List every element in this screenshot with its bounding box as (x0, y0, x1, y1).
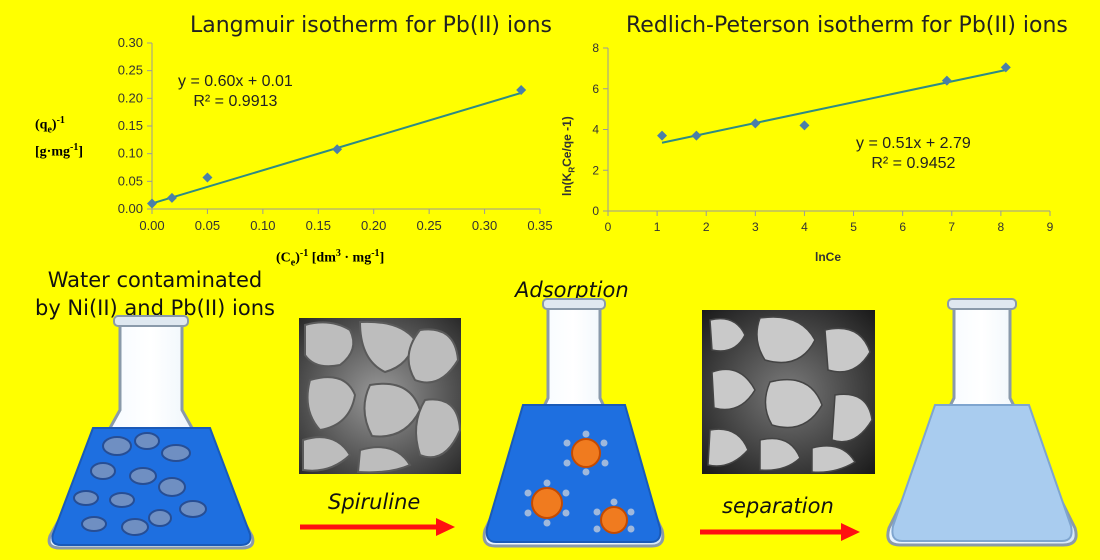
chart1-r2: R² = 0.9913 (193, 93, 278, 110)
chart1-y-tick-label: 0.00 (118, 201, 143, 216)
chart2-xlabel: lnCe (815, 250, 842, 264)
chart1-x-tick-label: 0.25 (416, 218, 441, 233)
chart2-eq-box: y = 0.51x + 2.79 R² = 0.9452 (856, 134, 971, 174)
chart1-data-point (166, 192, 177, 203)
chart2-x-tick-label: 5 (850, 220, 857, 234)
chart2-equation: y = 0.51x + 2.79 (856, 135, 971, 152)
chart1-x-tick-label: 0.05 (195, 218, 220, 233)
chart2-data-point (750, 118, 761, 129)
chart2-y-tick-label: 2 (592, 163, 599, 177)
chart1-title: Langmuir isotherm for Pb(II) ions (190, 13, 552, 38)
chart1-equation: y = 0.60x + 0.01 (178, 73, 293, 90)
chart1-y-tick-label: 0.25 (118, 63, 143, 78)
chart1-data-point (516, 85, 527, 96)
chart1-x-tick-label: 0.35 (527, 218, 552, 233)
chart1-ylabel: (qe)-1 [g·mg-1] (35, 115, 84, 161)
chart1-y-tick-label: 0.20 (118, 90, 143, 105)
chart2-trendline (661, 69, 1007, 144)
chart2-x-tick-label: 7 (948, 220, 955, 234)
chart2-data-point (799, 120, 810, 131)
adsorption-label: Adsorption (515, 278, 629, 302)
chart2-title: Redlich-Peterson isotherm for Pb(II) ion… (626, 13, 1068, 38)
chart1-x-tick-label: 0.15 (306, 218, 331, 233)
chart2-data-point (657, 130, 668, 141)
chart2-x-tick-label: 3 (752, 220, 759, 234)
contaminated-label-line2: by Ni(II) and Pb(II) ions (35, 296, 275, 320)
chart1-y-tick-label: 0.30 (118, 35, 143, 50)
water-label: Water (948, 482, 1011, 506)
chart2-x-tick-label: 0 (605, 220, 612, 234)
chart1-data-point (332, 144, 343, 155)
chart2-x-tick-label: 9 (1047, 220, 1054, 234)
chart2-data-point (1000, 62, 1011, 73)
chart2-x-tick-label: 1 (654, 220, 661, 234)
chart2-y-tick-label: 8 (592, 41, 599, 55)
chart1-eq-box: y = 0.60x + 0.01 R² = 0.9913 (178, 72, 293, 112)
chart2-y-tick-label: 6 (592, 82, 599, 96)
chart2-x-tick-label: 8 (998, 220, 1005, 234)
separation-label: separation (722, 494, 834, 518)
chart2-x-tick-label: 2 (703, 220, 710, 234)
chart2-x-tick-label: 4 (801, 220, 808, 234)
chart1-data-point (147, 198, 157, 209)
chart2-y-tick-label: 0 (592, 204, 599, 218)
chart2-x-tick-label: 6 (899, 220, 906, 234)
chart1-data-point (202, 172, 213, 183)
chart1-y-tick-label: 0.05 (118, 173, 143, 188)
chart1-xlabel: (Ce)-1 [dm3 · mg-1] (276, 248, 385, 269)
chart2-data-point (941, 75, 952, 86)
chart2-y-tick-label: 4 (592, 123, 599, 137)
chart1-x-tick-label: 0.00 (139, 218, 164, 233)
chart1-x-tick-label: 0.20 (361, 218, 386, 233)
spiruline-label: Spiruline (328, 490, 421, 514)
chart1-y-tick-label: 0.15 (118, 118, 143, 133)
chart1-y-tick-label: 0.10 (118, 146, 143, 161)
chart1-x-tick-label: 0.30 (472, 218, 497, 233)
chart1-x-tick-label: 0.10 (250, 218, 275, 233)
contaminated-label: Water contaminated by Ni(II) and Pb(II) … (20, 266, 290, 322)
chart2-r2: R² = 0.9452 (871, 155, 956, 172)
contaminated-label-line1: Water contaminated (47, 268, 263, 292)
chart2-data-point (691, 130, 702, 141)
